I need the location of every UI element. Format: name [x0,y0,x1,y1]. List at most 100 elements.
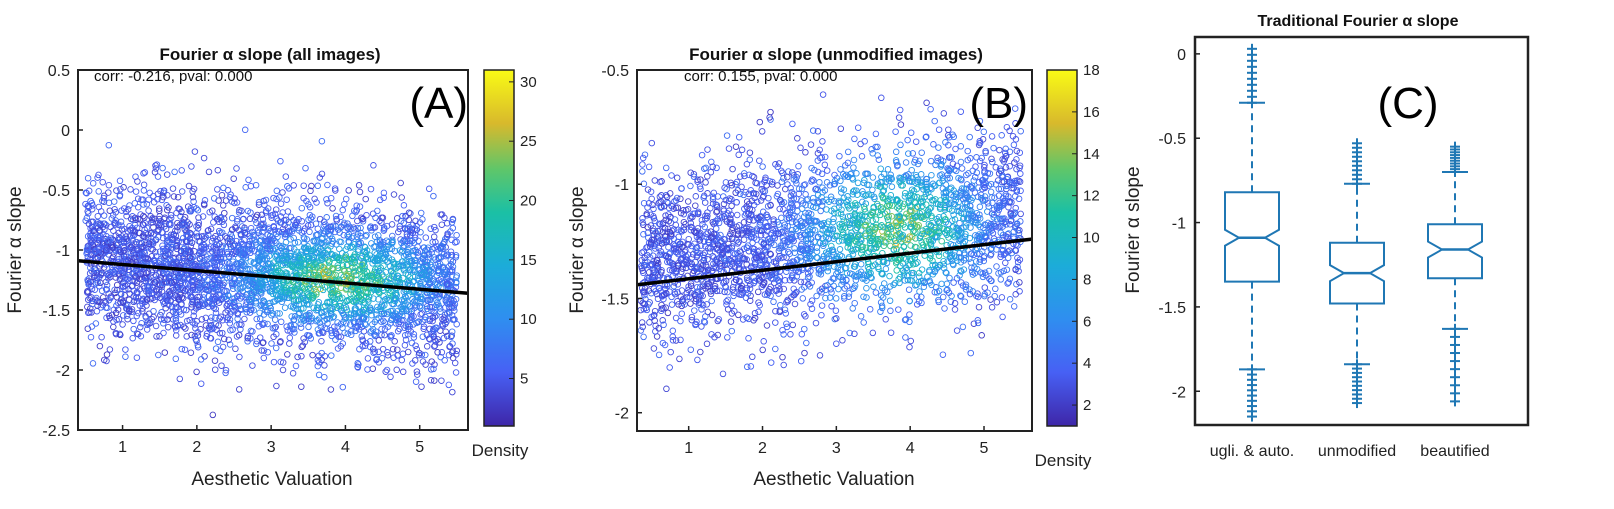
scatter-point [301,225,309,232]
scatter-point [862,170,869,178]
scatter-point [227,191,234,198]
scatter-point [974,319,982,327]
scatter-point [378,310,385,318]
scatter-point [944,175,951,182]
scatter-point [202,234,210,241]
scatter-point [762,243,770,251]
scatter-point [797,357,805,365]
scatter-point [144,243,152,251]
scatter-point [362,316,370,323]
scatter-point [374,256,381,264]
scatter-point [303,247,311,255]
scatter-point [318,349,325,357]
scatter-point [344,330,352,337]
scatter-point [450,302,457,309]
scatter-point [381,302,388,309]
x-tick-label: 1 [118,439,127,456]
scatter-point [322,238,329,246]
scatter-point [432,261,439,269]
scatter-point [353,202,360,209]
scatter-point [649,201,656,209]
scatter-point [392,320,400,327]
scatter-point [222,244,230,251]
scatter-point [103,286,111,293]
scatter-point [167,211,175,219]
scatter-point [735,151,742,159]
scatter-point [375,268,383,275]
scatter-point [673,174,681,182]
scatter-point [258,211,266,219]
scatter-point [668,172,675,179]
scatter-point [424,275,431,283]
scatter-point [107,294,114,302]
scatter-point [407,210,414,217]
scatter-point [183,306,190,314]
scatter-point [957,158,965,166]
scatter-point [375,245,383,252]
scatter-point [167,221,174,229]
scatter-point [94,279,101,286]
scatter-point [209,411,217,419]
scatter-point [704,229,712,236]
scatter-point [94,298,101,305]
scatter-point [269,211,277,219]
scatter-point [735,311,742,319]
scatter-point [142,314,150,321]
scatter-point [87,232,94,240]
scatter-point [442,297,449,305]
scatter-point [305,263,312,271]
scatter-point [357,224,364,232]
scatter-point [438,221,446,228]
panel-a-points [82,126,461,419]
scatter-point [316,262,324,270]
scatter-point [446,343,453,351]
scatter-point [94,212,102,220]
scatter-point [435,269,442,276]
scatter-point [893,267,900,274]
scatter-point [895,114,903,121]
scatter-point [212,314,219,321]
scatter-point [337,213,344,221]
scatter-point [451,359,459,367]
scatter-point [394,327,402,335]
scatter-point [292,302,299,309]
scatter-point [315,254,323,261]
scatter-point [190,308,198,315]
scatter-point [430,330,437,338]
scatter-point [730,249,737,257]
scatter-point [356,203,364,210]
scatter-point [133,279,141,286]
scatter-point [83,214,91,222]
scatter-point [425,250,433,258]
scatter-point [723,298,730,305]
scatter-point [210,285,217,292]
scatter-point [197,247,204,254]
scatter-point [230,175,237,182]
scatter-point [95,188,102,195]
scatter-point [113,187,120,194]
scatter-point [198,233,206,240]
scatter-point [291,245,298,253]
scatter-point [364,355,372,362]
scatter-point [974,124,981,132]
scatter-point [997,185,1005,193]
scatter-point [268,340,275,347]
scatter-point [157,217,165,225]
scatter-point [410,334,418,341]
scatter-point [293,259,301,266]
scatter-point [378,308,385,315]
scatter-point [380,224,388,231]
scatter-point [257,236,265,244]
scatter-point [237,230,245,238]
scatter-point [689,213,696,221]
panel-b-points [637,91,1024,393]
scatter-point [374,272,381,280]
scatter-point [135,294,142,302]
scatter-point [404,249,411,256]
scatter-point [273,215,280,222]
scatter-point [220,335,228,343]
scatter-point [287,321,294,329]
scatter-point [105,272,112,279]
scatter-point [434,336,441,343]
